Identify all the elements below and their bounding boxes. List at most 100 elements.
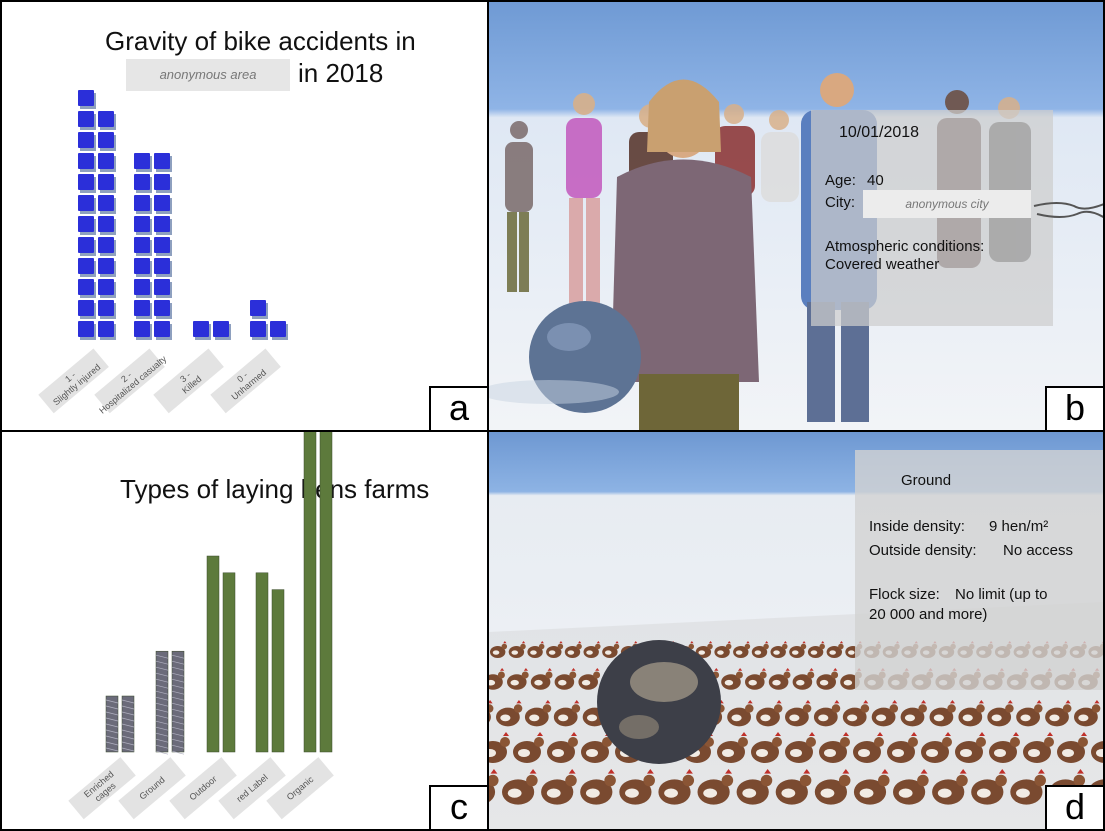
hen-figure [807,641,825,659]
cube-mark [98,279,114,295]
hen-figure [971,769,1007,805]
panel-label-a: a [429,386,487,430]
hen-figure [770,641,788,659]
hen-figure [513,732,544,763]
cube-mark [78,132,94,148]
cube-mark [98,153,114,169]
cube-mark [154,279,170,295]
date-text: 10/01/2018 [839,124,920,141]
category-label: Enrichedcages [68,757,136,820]
cube-mark [98,195,114,211]
bar-mark [255,572,269,753]
hen-figure [530,668,553,690]
bar-mark [155,650,169,753]
hen-figure [717,732,748,763]
cube-mark [154,174,170,190]
panel-c-title: Types of laying hens farms [120,474,430,504]
hen-figure [813,700,841,727]
bar-mark [171,650,185,753]
cube-mark [78,90,94,106]
hen-figure [578,668,601,690]
hen-figure [546,641,564,659]
hen-figure [955,732,986,763]
hen-figure [756,700,783,727]
outside-density-value: No access [1003,542,1074,559]
hen-figure [733,641,751,659]
hen-figure [785,700,812,727]
cube-mark [78,300,94,316]
cube-mark [78,258,94,274]
cube-mark [98,237,114,253]
hen-figure [1023,732,1054,763]
hen-figure [853,732,884,763]
cube-mark [154,300,170,316]
outside-density-label: Outside density: [869,542,977,559]
hen-figure [489,769,499,802]
cube-mark [78,195,94,211]
cube-mark [78,216,94,232]
cube-mark [154,153,170,169]
bar-mark [222,572,236,753]
hen-figure [553,700,581,727]
hen-figure [1091,741,1103,763]
hen-figure [792,668,815,690]
cube-mark [154,237,170,253]
hen-figure [507,668,529,690]
category-label: Ground [118,757,186,820]
hen-figure [751,641,769,659]
hen-figure [775,769,812,805]
hen-figure [853,769,890,805]
hen-figure [508,641,526,659]
cube-mark [134,321,150,337]
hen-figure [768,668,791,690]
hen-figure [714,641,732,659]
bar-mark [319,432,333,753]
flock-size-label: Flock size: [869,586,940,603]
hen-figure [583,641,601,659]
hen-figure [695,641,713,659]
hen-figure [564,641,582,659]
inside-density-value: 9 hen/m² [989,518,1049,535]
cube-mark [98,300,114,316]
panel-label-d: d [1045,785,1103,829]
hen-figure [785,732,816,763]
cube-mark [98,321,114,337]
cube-mark [78,153,94,169]
cube-mark [250,321,266,337]
area-placeholder: anonymous area [126,59,290,91]
cube-mark [134,153,150,169]
hen-figure [541,769,577,805]
hen-figure [547,732,578,763]
city-label: City: [825,194,855,211]
inside-density-label: Inside density: [869,518,965,535]
conditions-value: Covered weather [825,256,940,273]
cube-mark [134,258,150,274]
cube-mark [134,174,150,190]
hen-figure [929,700,956,727]
bar-mark [303,432,317,753]
bar-mark [206,555,220,753]
hen-figure [1010,769,1046,805]
cube-mark [78,174,94,190]
hen-figure [524,700,552,727]
hen-figure [989,732,1020,763]
panel-label-b: b [1045,386,1103,430]
hen-figure [658,769,695,805]
hen-figure [932,769,968,805]
hen-figure [581,732,612,763]
hen-figure [721,668,743,690]
flock-size-value-2: 20 000 and more) [869,606,988,623]
hen-figure [871,700,899,727]
age-label: Age: [825,172,856,189]
cube-mark [193,321,209,337]
hen-figure [727,700,754,727]
hen-figure [816,668,839,690]
cube-mark [78,321,94,337]
cube-mark [134,300,150,316]
bar-mark [271,589,285,753]
cube-mark [78,237,94,253]
cube-mark [98,216,114,232]
cube-mark [134,195,150,211]
panel-d-hen-scene: Ground Inside density: 9 hen/m² Outside … [487,430,1105,831]
cube-mark [98,132,114,148]
